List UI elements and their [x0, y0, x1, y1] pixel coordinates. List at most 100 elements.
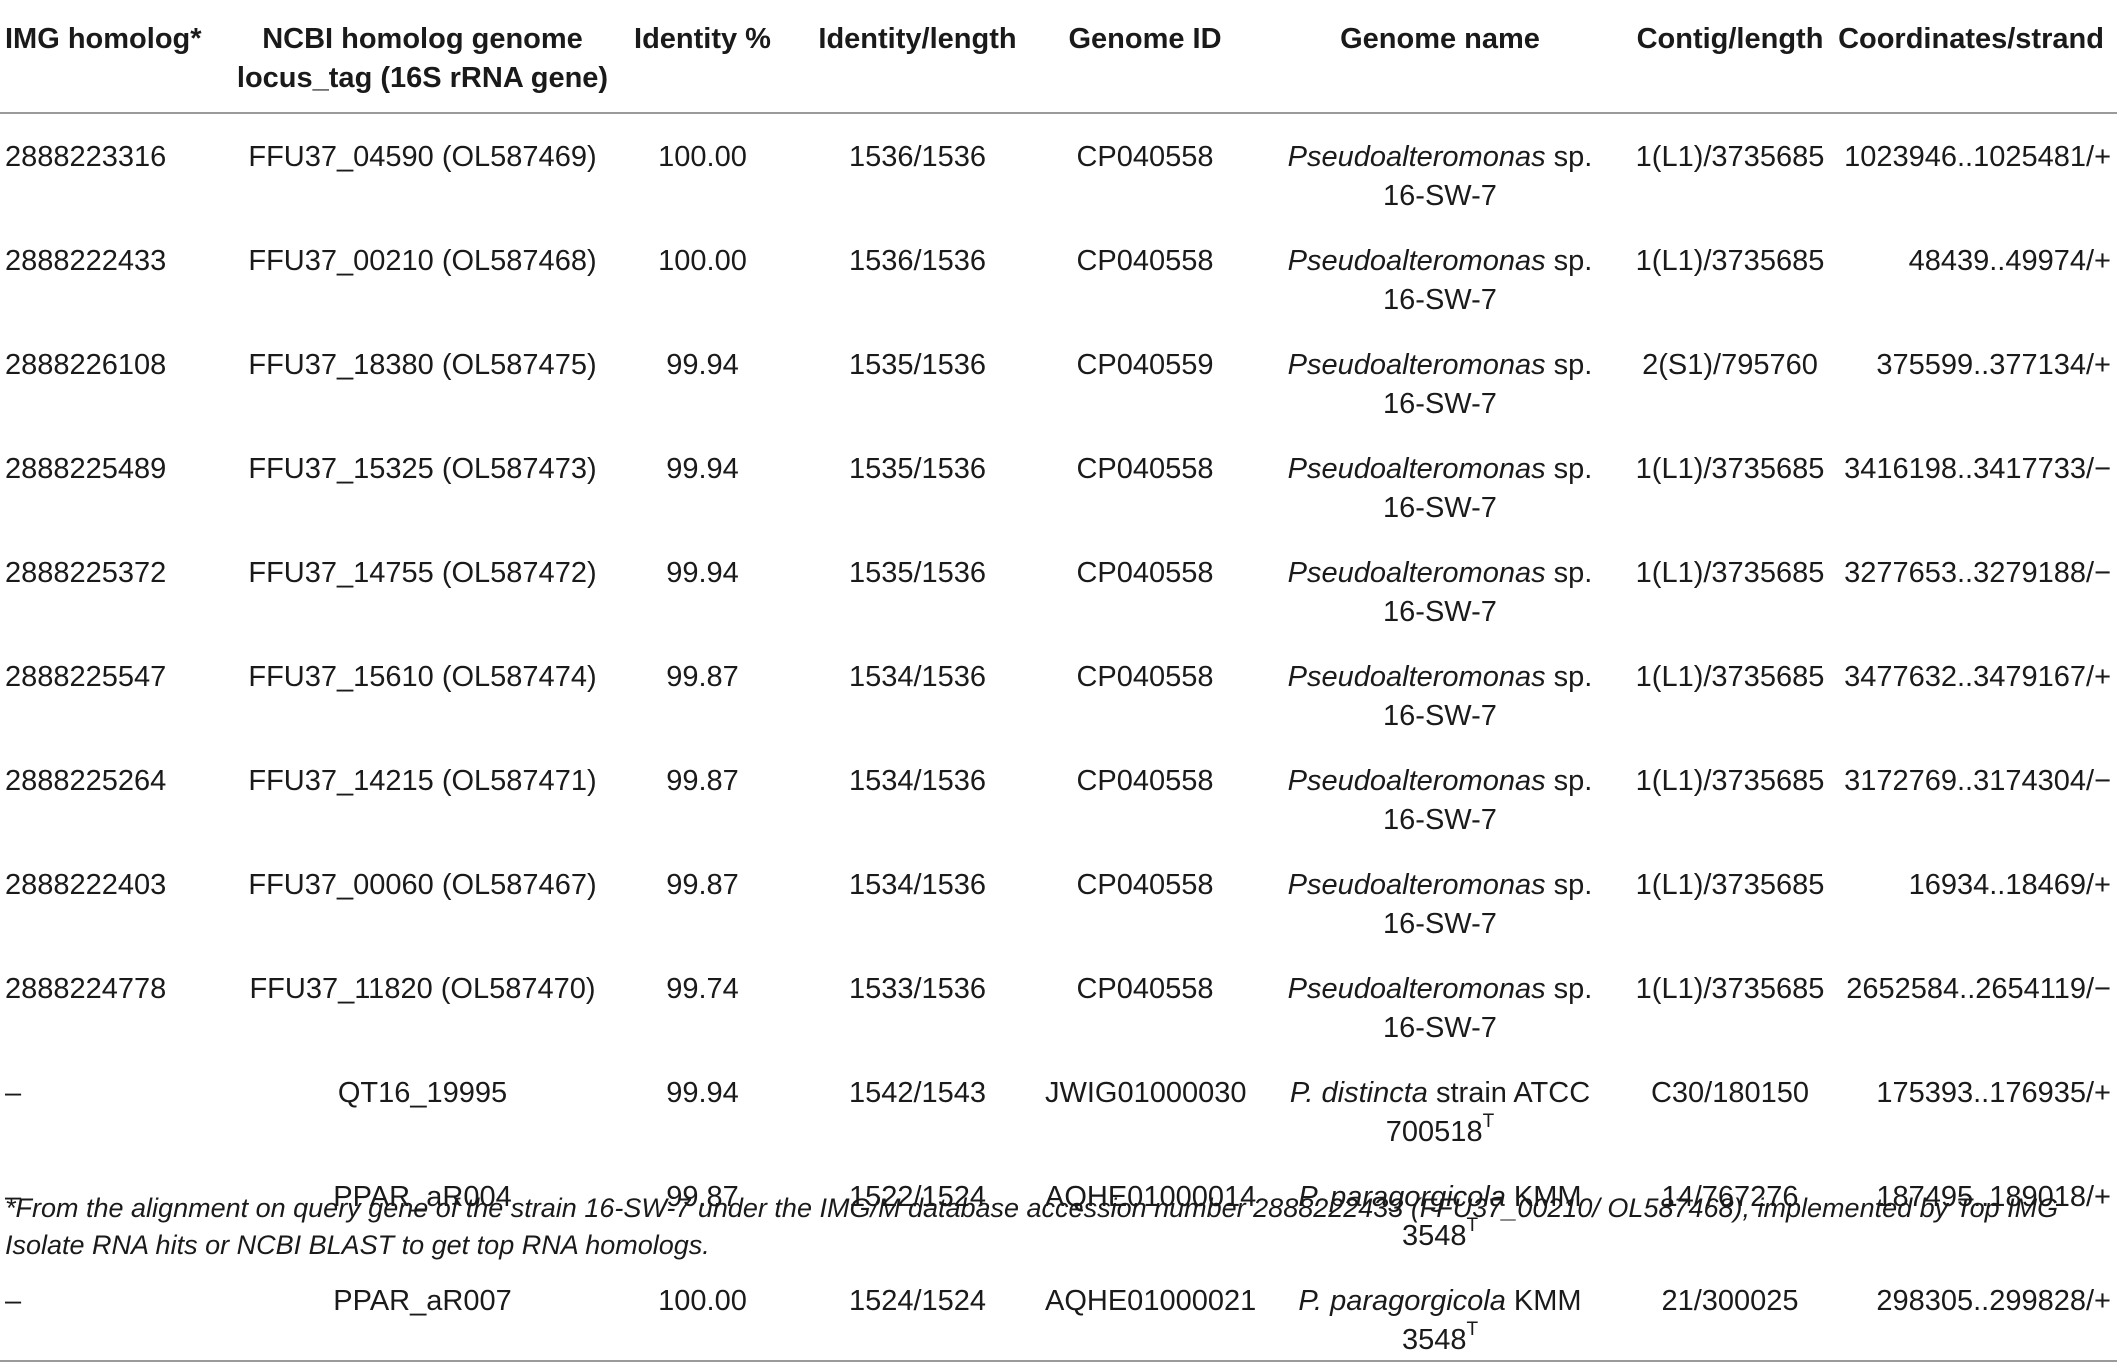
cell-contig-length: 1(L1)/3735685 [1635, 557, 1825, 589]
cell-genome-name: P. paragorgicola KMM 3548T [1245, 1256, 1635, 1361]
cell-ncbi-locus: PPAR_aR007 [333, 1285, 512, 1317]
genome-name-qualifier: strain ATCC [1427, 1077, 1591, 1109]
table-row: 2888222433 FFU37_00210 (OL587468) 100.00 15… [0, 216, 2117, 320]
homolog-table: IMG homolog* NCBI homolog genome locus_t… [0, 6, 2117, 1362]
genome-name-line1: Pseudoalteromonas sp. [1245, 242, 1635, 281]
genome-name-qualifier: sp. [1545, 453, 1593, 485]
table-row: 2888225264 FFU37_14215 (OL587471) 99.87 153… [0, 736, 2117, 840]
cell-genome-id: CP040558 [1076, 453, 1214, 485]
cell-img-homolog: 2888225489 [5, 453, 167, 485]
genome-name-line2: 3548T [1245, 1319, 1635, 1360]
cell-identity-length: 1536/1536 [848, 141, 987, 173]
genome-name-line2: 16-SW-7 [1245, 385, 1635, 424]
genome-name-species: Pseudoalteromonas [1287, 141, 1546, 173]
cell-coordinates: 2652584..2654119/− [1846, 973, 2111, 1005]
cell-identity-length: 1534/1536 [848, 869, 987, 901]
genome-name-strain: 700518 [1385, 1116, 1483, 1148]
cell-contig-length: 1(L1)/3735685 [1635, 661, 1825, 693]
genome-name-line1: Pseudoalteromonas sp. [1245, 138, 1635, 177]
genome-name-line2: 16-SW-7 [1245, 801, 1635, 840]
genome-name-qualifier: sp. [1545, 973, 1593, 1005]
cell-genome-id: CP040558 [1076, 973, 1214, 1005]
cell-genome-id: CP040558 [1076, 141, 1214, 173]
genome-name-strain: 16-SW-7 [1383, 908, 1497, 940]
genome-name-line2: 16-SW-7 [1245, 593, 1635, 632]
genome-name-species: Pseudoalteromonas [1287, 349, 1546, 381]
cell-identity-length: 1522/1524 [848, 1181, 987, 1213]
cell-img-homolog: 2888224778 [5, 973, 167, 1005]
table-row: 2888222403 FFU37_00060 (OL587467) 99.87 153… [0, 840, 2117, 944]
genome-name-line2: 16-SW-7 [1245, 1009, 1635, 1048]
header-ncbi-locus: NCBI homolog genome locus_tag (16S rRNA … [230, 6, 615, 113]
genome-name-line1: Pseudoalteromonas sp. [1245, 554, 1635, 593]
genome-name-qualifier: KMM [1505, 1285, 1582, 1317]
genome-name-strain: 16-SW-7 [1383, 388, 1497, 420]
cell-identity-length: 1534/1536 [848, 765, 987, 797]
cell-coordinates: 48439..49974/+ [1908, 245, 2111, 277]
genome-name-species: P. paragorgicola [1298, 1181, 1506, 1213]
cell-contig-length: 1(L1)/3735685 [1635, 765, 1825, 797]
genome-name-line2: 16-SW-7 [1245, 905, 1635, 944]
table-row: 2888226108 FFU37_18380 (OL587475) 99.94 153… [0, 320, 2117, 424]
cell-ncbi-locus: FFU37_18380 (OL587475) [248, 349, 597, 381]
cell-genome-id: CP040558 [1076, 765, 1214, 797]
header-row: IMG homolog* NCBI homolog genome locus_t… [0, 6, 2117, 113]
cell-coordinates: 175393..176935/+ [1876, 1077, 2111, 1109]
header-genome-id: Genome ID [1068, 23, 1222, 55]
cell-genome-id: CP040558 [1076, 661, 1214, 693]
header-ncbi-line1: NCBI homolog genome [262, 23, 583, 55]
genome-name-strain: 16-SW-7 [1383, 284, 1497, 316]
table-footnote: *From the alignment on query gene of the… [5, 1193, 2059, 1260]
cell-identity-length: 1533/1536 [848, 973, 987, 1005]
cell-img-homolog: – [5, 1181, 22, 1213]
cell-identity-length: 1542/1543 [848, 1077, 987, 1109]
cell-contig-length: 1(L1)/3735685 [1635, 453, 1825, 485]
type-strain-mark: T [1482, 1111, 1495, 1132]
cell-identity-pct: 100.00 [658, 1285, 747, 1317]
cell-ncbi-locus: FFU37_15325 (OL587473) [248, 453, 597, 485]
header-identity-length: Identity/length [818, 23, 1017, 55]
cell-identity-length: 1535/1536 [848, 557, 987, 589]
cell-img-homolog: 2888225547 [5, 661, 167, 693]
genome-name-line2: 16-SW-7 [1245, 697, 1635, 736]
genome-name-strain: 16-SW-7 [1383, 492, 1497, 524]
cell-img-homolog: 2888222403 [5, 869, 167, 901]
type-strain-mark: T [1466, 1319, 1479, 1340]
cell-img-homolog: – [5, 1077, 22, 1109]
genome-name-qualifier: sp. [1545, 557, 1593, 589]
cell-coordinates: 187495..189018/+ [1876, 1181, 2111, 1213]
genome-name-line1: Pseudoalteromonas sp. [1245, 450, 1635, 489]
genome-name-species: Pseudoalteromonas [1287, 765, 1546, 797]
genome-name-line2: 16-SW-7 [1245, 177, 1635, 216]
cell-identity-length: 1535/1536 [848, 349, 987, 381]
cell-ncbi-locus: FFU37_14755 (OL587472) [248, 557, 597, 589]
cell-identity-pct: 100.00 [658, 245, 747, 277]
cell-img-homolog: 2888223316 [5, 141, 167, 173]
cell-coordinates: 3477632..3479167/+ [1844, 661, 2111, 693]
table-row: – PPAR_aR007 100.00 1524/1524 AQHE01000021 P.… [0, 1256, 2117, 1361]
header-coordinates: Coordinates/strand [1838, 23, 2104, 55]
cell-coordinates: 375599..377134/+ [1876, 349, 2111, 381]
genome-name-line1: Pseudoalteromonas sp. [1245, 658, 1635, 697]
cell-coordinates: 16934..18469/+ [1908, 869, 2111, 901]
cell-contig-length: 21/300025 [1661, 1285, 1799, 1317]
genome-name-qualifier: sp. [1545, 869, 1593, 901]
cell-identity-pct: 99.87 [666, 1181, 739, 1213]
cell-contig-length: 1(L1)/3735685 [1635, 245, 1825, 277]
cell-genome-name: Pseudoalteromonas sp. 16-SW-7 [1245, 632, 1635, 736]
genome-name-strain: 16-SW-7 [1383, 1012, 1497, 1044]
table-row: 2888223316 FFU37_04590 (OL587469) 100.00 15… [0, 113, 2117, 216]
header-identity-pct: Identity % [634, 23, 771, 55]
genome-name-line1: P. distincta strain ATCC [1245, 1074, 1635, 1113]
cell-contig-length: 2(S1)/795760 [1642, 349, 1818, 381]
genome-name-line2: 16-SW-7 [1245, 489, 1635, 528]
cell-coordinates: 3172769..3174304/− [1844, 765, 2111, 797]
genome-name-species: P. distincta [1289, 1077, 1428, 1109]
table-figure: IMG homolog* NCBI homolog genome locus_t… [0, 23, 2117, 1361]
cell-ncbi-locus: FFU37_14215 (OL587471) [248, 765, 597, 797]
genome-name-line2: 16-SW-7 [1245, 281, 1635, 320]
cell-genome-name: Pseudoalteromonas sp. 16-SW-7 [1245, 424, 1635, 528]
genome-name-qualifier: KMM [1505, 1181, 1582, 1213]
cell-ncbi-locus: QT16_19995 [337, 1077, 508, 1109]
cell-genome-name: Pseudoalteromonas sp. 16-SW-7 [1245, 944, 1635, 1048]
